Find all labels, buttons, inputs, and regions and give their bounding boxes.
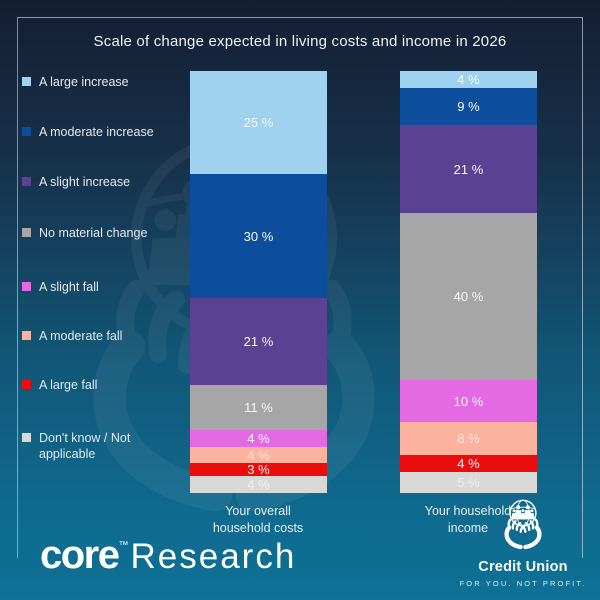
bar-segment-value: 10 % [453,393,484,409]
legend-label: A slight fall [39,280,99,294]
legend-item-no-material-change: No material change [22,225,171,241]
bar-segment-a-slight-fall: 10 % [400,380,537,422]
bar-segment-a-moderate-fall: 4 % [190,446,327,464]
core-research-logo: core™Research [40,533,296,578]
bar-segment-value: 4 % [247,477,270,493]
legend-swatch-icon [22,331,31,340]
chart-title: Scale of change expected in living costs… [93,33,507,50]
core-logo-research: Research [130,537,297,576]
legend-item-a-slight-fall: A slight fall [22,279,171,295]
credit-union-emblem-icon [494,496,552,558]
bar-segment-don-t-know-not-applicable: 4 % [190,476,327,493]
category-label-household-costs: Your overall household costs [212,504,304,535]
legend-label: A large increase [39,75,129,89]
legend-label: A slight increase [39,175,131,189]
legend-label: Don't know / Not applicable [39,431,131,462]
bar-segment-value: 9 % [457,99,480,115]
legend-item-a-slight-increase: A slight increase [22,174,171,190]
legend-label: A moderate fall [39,329,123,343]
bar-segment-a-moderate-fall: 8 % [400,421,537,456]
credit-union-logo: Credit Union FOR YOU. NOT PROFIT. [458,496,588,588]
legend: A large increase A moderate increase A sli… [22,0,192,600]
legend-label: A large fall [39,378,98,392]
core-logo-wordmark: core [40,533,120,577]
legend-swatch-icon [22,228,31,237]
legend-swatch-icon [22,433,31,442]
legend-swatch-icon [22,282,31,291]
bar-segment-a-moderate-increase: 9 % [400,87,537,126]
bar-segment-a-large-increase: 4 % [400,71,537,88]
legend-label: A moderate increase [39,125,154,139]
bar-overall-household-costs: 25 % 30 % 21 % 11 % 4 % 4 % 3 % 4 % [190,71,327,493]
legend-swatch-icon [22,177,31,186]
bar-segment-value: 5 % [457,475,480,491]
bar-segment-a-moderate-increase: 30 % [190,174,327,299]
bar-segment-value: 8 % [457,431,480,447]
legend-item-a-moderate-fall: A moderate fall [22,328,171,344]
bar-segment-value: 11 % [244,400,273,416]
bar-segment-value: 25 % [243,115,274,131]
legend-swatch-icon [22,77,31,86]
bar-household-income: 4 % 9 % 21 % 40 % 10 % 8 % 4 % 5 % [400,71,537,494]
legend-swatch-icon [22,127,31,136]
bar-segment-value: 21 % [243,334,274,350]
bar-segment-value: 40 % [453,289,484,305]
credit-union-tagline: FOR YOU. NOT PROFIT. [459,579,587,588]
category-label-household-income: Your household income [424,504,512,535]
bar-segment-no-material-change: 40 % [400,213,537,381]
bar-segment-value: 3 % [247,462,270,478]
credit-union-name: Credit Union [478,559,568,575]
bar-segment-value: 4 % [247,431,270,447]
core-logo-trademark: ™ [118,540,129,551]
bar-segment-a-large-fall: 4 % [400,455,537,473]
bar-segment-a-slight-fall: 4 % [190,430,327,447]
legend-label: No material change [39,226,148,240]
bar-segment-a-large-increase: 25 % [190,71,327,175]
legend-item-a-large-fall: A large fall [22,377,171,393]
bar-segment-value: 4 % [247,447,270,463]
bar-segment-value: 4 % [457,71,480,87]
bar-segment-no-material-change: 11 % [190,384,327,431]
bar-segment-a-slight-increase: 21 % [190,298,327,385]
legend-item-a-moderate-increase: A moderate increase [22,124,171,140]
bar-segment-value: 4 % [457,456,480,472]
bar-segment-a-large-fall: 3 % [190,462,327,478]
bar-segment-a-slight-increase: 21 % [400,125,537,214]
bar-segment-value: 30 % [243,228,274,244]
legend-item-a-large-increase: A large increase [22,74,171,90]
bar-segment-don-t-know-not-applicable: 5 % [400,472,537,494]
bar-segment-value: 21 % [453,161,484,177]
legend-item-don-t-know-not-applicable: Don't know / Not applicable [22,430,171,463]
legend-swatch-icon [22,380,31,389]
